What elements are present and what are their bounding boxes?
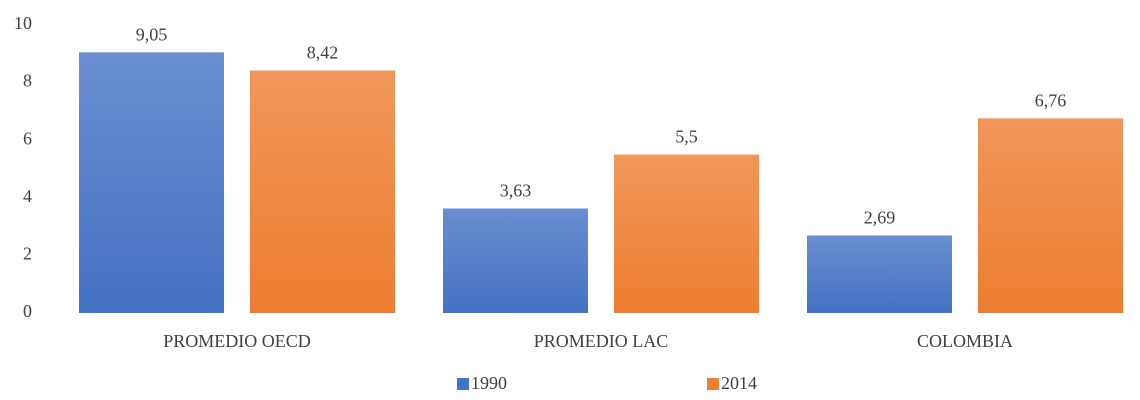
value-label: 3,63 xyxy=(500,181,532,201)
legend-label: 2014 xyxy=(721,373,757,393)
y-tick-label: 2 xyxy=(23,244,32,264)
legend-label: 1990 xyxy=(471,373,507,393)
bar xyxy=(443,208,588,313)
y-tick-label: 0 xyxy=(23,301,32,321)
y-tick-label: 4 xyxy=(23,186,32,206)
bar xyxy=(807,235,952,313)
bar xyxy=(978,118,1123,313)
y-tick-label: 10 xyxy=(14,13,32,33)
x-tick-label: PROMEDIO LAC xyxy=(534,331,669,351)
value-label: 9,05 xyxy=(136,24,168,44)
bar xyxy=(250,70,395,313)
bar xyxy=(79,52,224,314)
legend-swatch xyxy=(707,378,719,390)
value-label: 6,76 xyxy=(1035,90,1067,110)
bar xyxy=(614,154,759,313)
value-label: 2,69 xyxy=(864,208,896,228)
y-tick-label: 6 xyxy=(23,128,32,148)
value-label: 8,42 xyxy=(307,43,339,63)
legend-swatch xyxy=(457,378,469,390)
x-tick-label: COLOMBIA xyxy=(917,331,1013,351)
x-tick-label: PROMEDIO OECD xyxy=(163,331,311,351)
y-tick-label: 8 xyxy=(23,71,32,91)
value-label: 5,5 xyxy=(675,127,698,147)
